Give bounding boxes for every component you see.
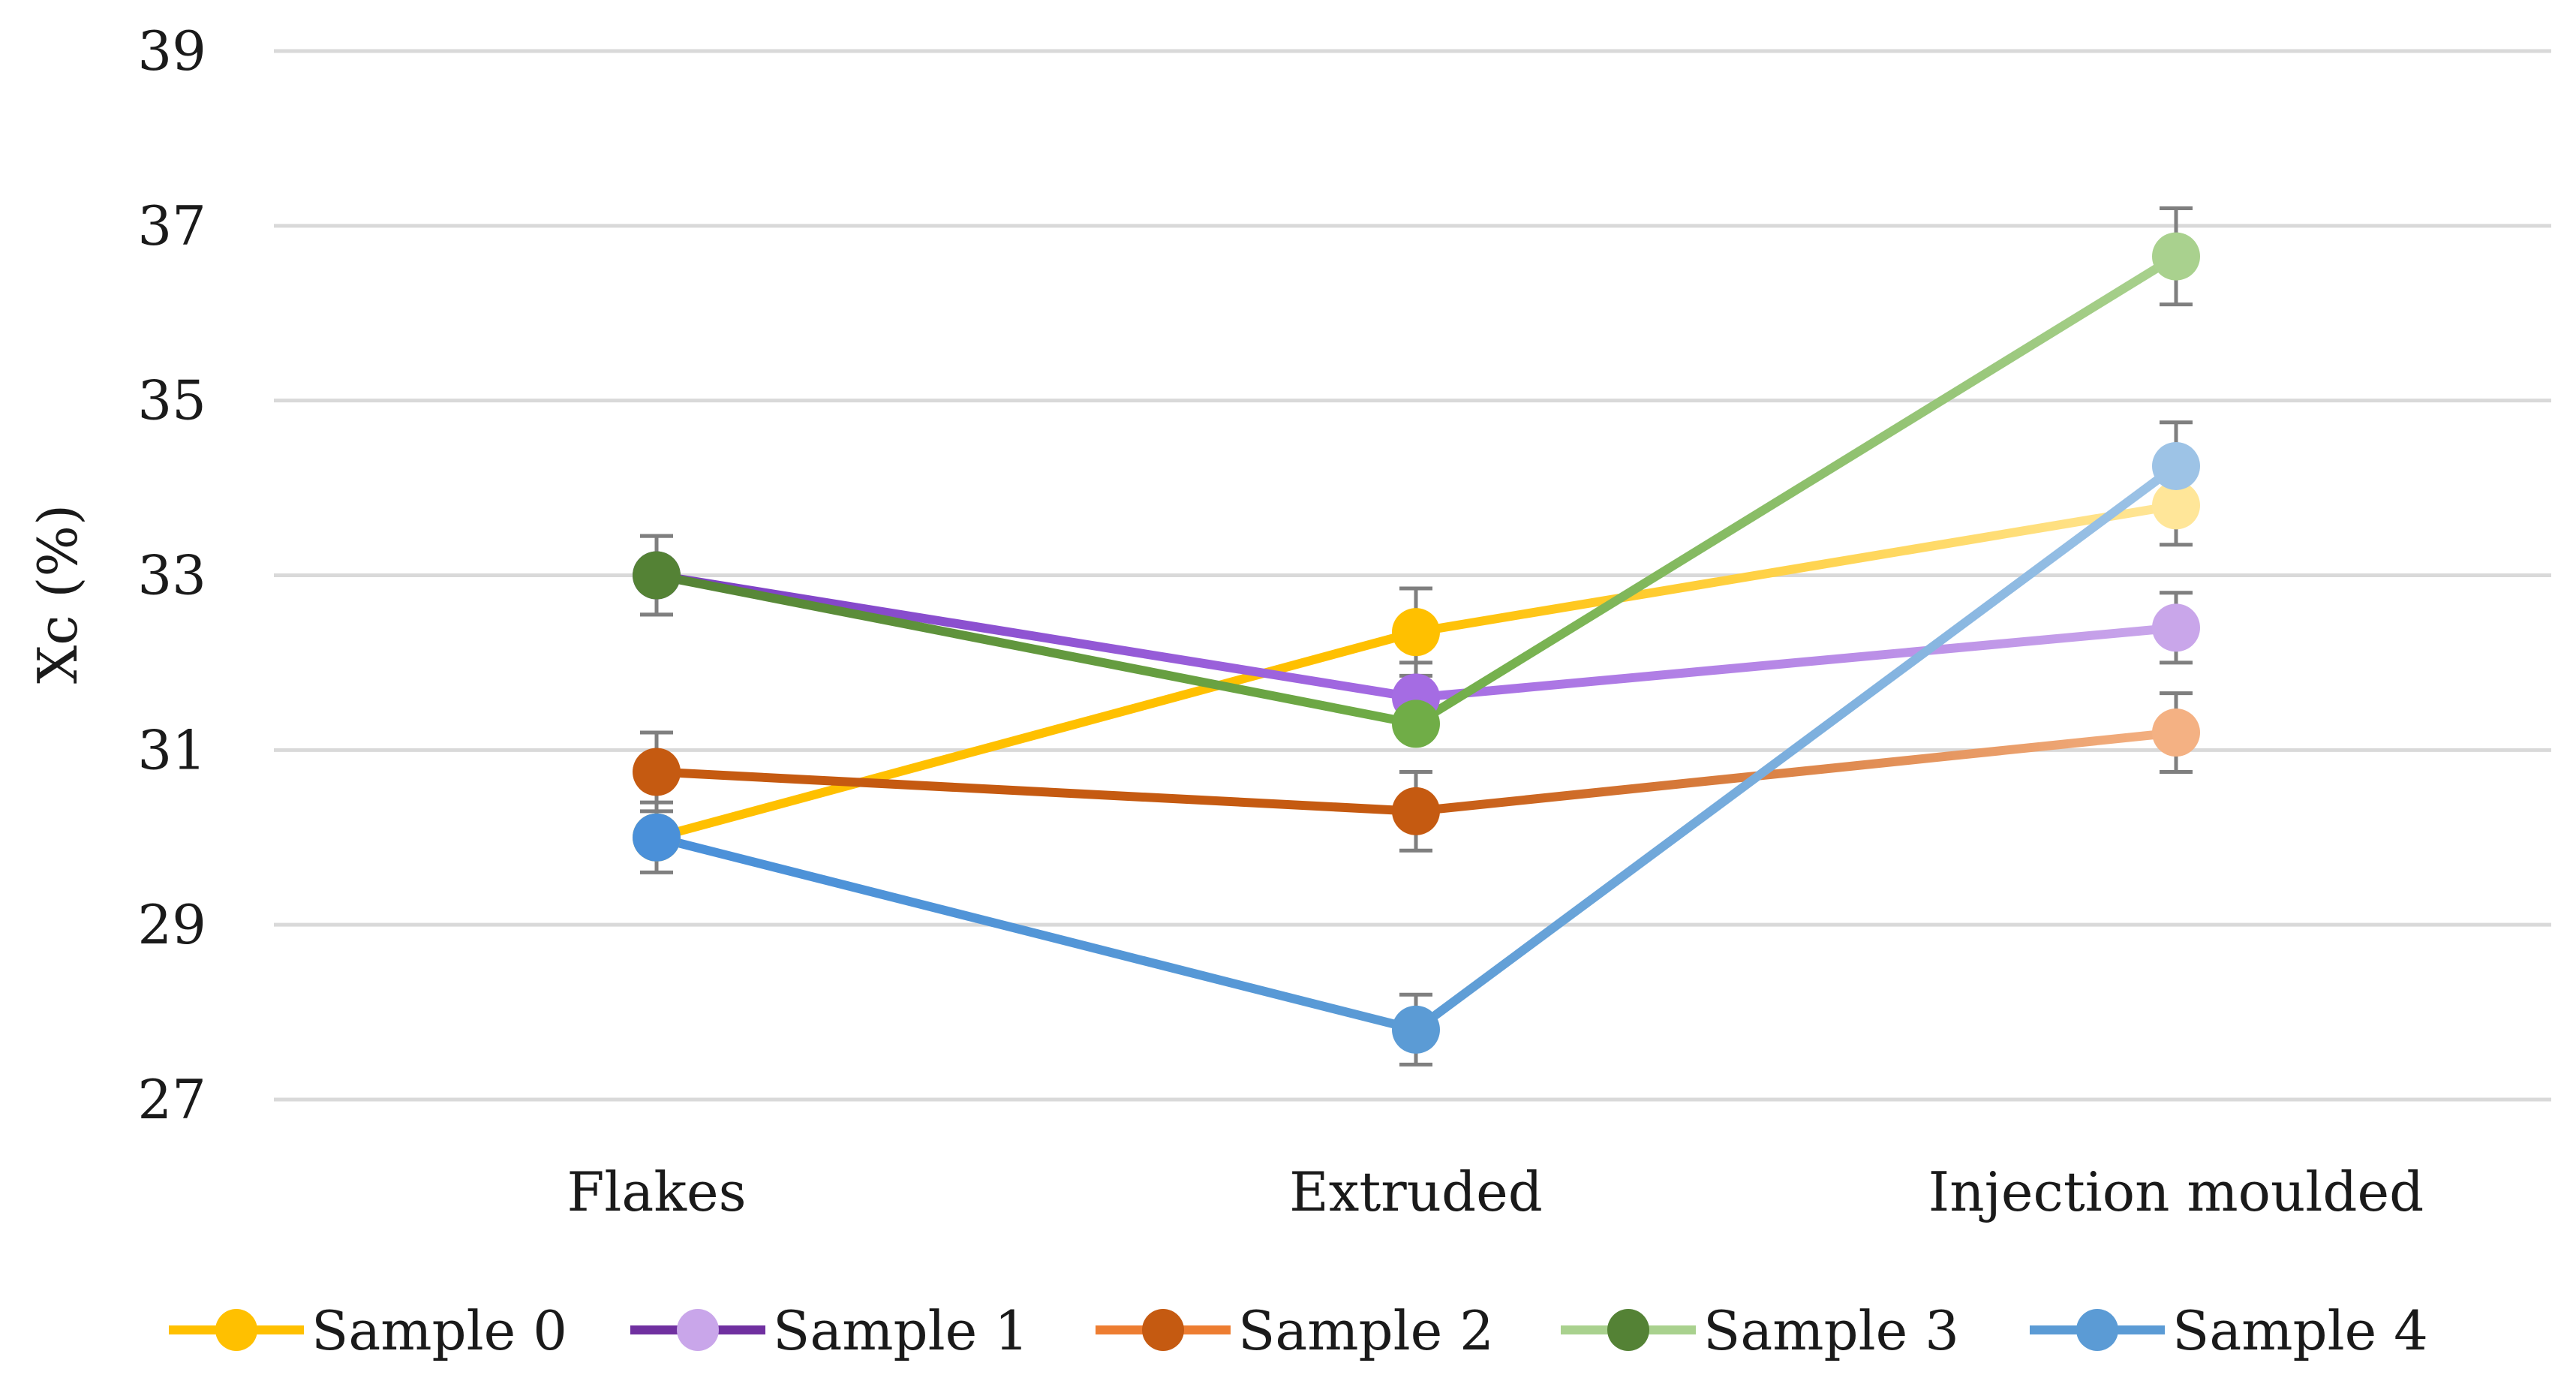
point-2-0 [633, 748, 681, 796]
legend-label-2: Sample 2 [1238, 1299, 1494, 1362]
y-tick-33: 33 [137, 544, 206, 607]
series-lines [652, 251, 2181, 1034]
legend-label-1: Sample 1 [773, 1299, 1029, 1362]
legend-marker-1 [677, 1309, 719, 1351]
y-axis-title: Xc (%) [26, 504, 89, 684]
point-4-0 [633, 813, 681, 862]
series-2-segment-0 [652, 767, 1420, 816]
category-label-0: Flakes [567, 1160, 746, 1223]
series-3-segment-0 [652, 570, 1420, 729]
series-1-segment-1 [1411, 623, 2181, 703]
series-0-segment-0 [652, 627, 1420, 842]
legend-label-3: Sample 3 [1703, 1299, 1959, 1362]
y-tick-27: 27 [137, 1068, 206, 1131]
legend-label-0: Sample 0 [311, 1299, 567, 1362]
series-4-segment-0 [652, 832, 1420, 1034]
y-tick-labels: 27 29 31 33 35 37 39 [137, 20, 206, 1131]
point-4-2 [2152, 441, 2200, 490]
point-3-0 [633, 551, 681, 600]
series-2-segment-1 [1411, 728, 2181, 816]
point-0-2 [2152, 481, 2200, 530]
legend: Sample 0 Sample 1 Sample 2 Sample 3 Sample 4 [169, 1299, 2428, 1362]
y-tick-35: 35 [137, 369, 206, 432]
category-label-1: Extruded [1289, 1160, 1543, 1223]
point-4-1 [1392, 1005, 1440, 1054]
point-1-2 [2152, 603, 2200, 652]
legend-marker-3 [1607, 1309, 1649, 1351]
series-0-segment-1 [1411, 501, 2181, 637]
y-tick-39: 39 [137, 20, 206, 83]
gridlines [274, 49, 2551, 1102]
legend-marker-4 [2076, 1309, 2118, 1351]
series-3-segment-1 [1411, 251, 2181, 729]
point-2-2 [2152, 709, 2200, 757]
category-label-2: Injection moulded [1928, 1160, 2424, 1223]
data-points [633, 232, 2200, 1054]
legend-marker-0 [215, 1309, 257, 1351]
y-tick-29: 29 [137, 893, 206, 956]
point-2-1 [1392, 787, 1440, 835]
point-0-1 [1392, 608, 1440, 657]
series-4-segment-1 [1411, 461, 2181, 1034]
category-labels: Flakes Extruded Injection moulded [567, 1160, 2424, 1223]
legend-marker-2 [1142, 1309, 1184, 1351]
y-tick-31: 31 [137, 718, 206, 781]
legend-label-4: Sample 4 [2172, 1299, 2428, 1362]
point-3-1 [1392, 700, 1440, 748]
y-tick-37: 37 [137, 194, 206, 257]
point-3-2 [2152, 232, 2200, 281]
